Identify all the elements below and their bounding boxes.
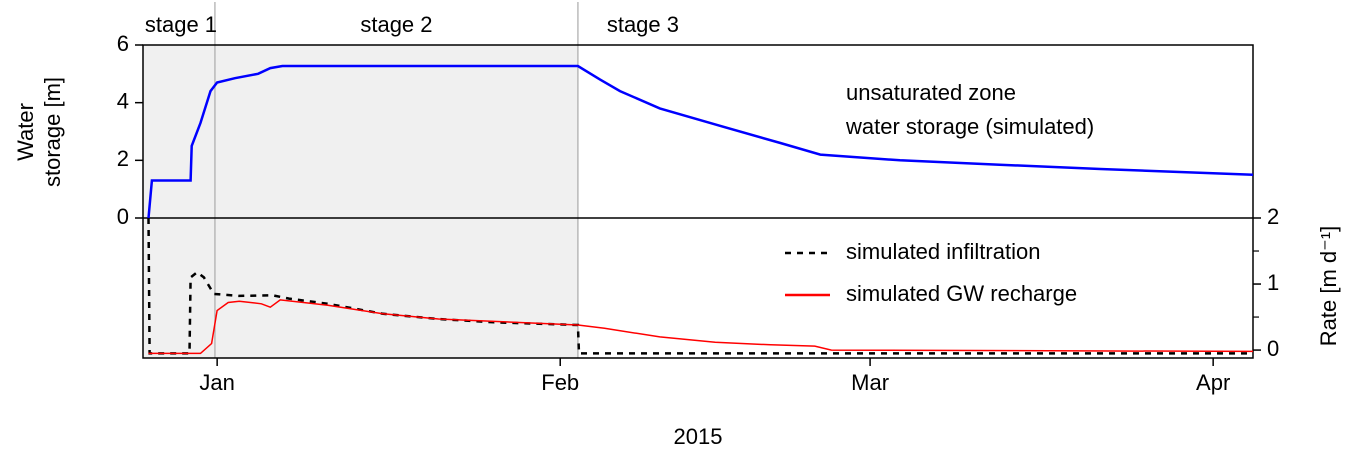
y-axis-label-line: storage [m]	[40, 77, 65, 187]
stage-label: stage 1	[145, 12, 217, 37]
y-tick-label: 0	[117, 204, 129, 229]
stage-label: stage 3	[607, 12, 679, 37]
y-axis-label: Waterstorage [m]	[13, 77, 65, 187]
y2-axis-label: Rate [m d⁻¹]	[1316, 226, 1341, 346]
x-tick-label: Jan	[199, 370, 234, 395]
y-tick-label: 2	[117, 146, 129, 171]
legend-label: simulated GW recharge	[846, 281, 1077, 306]
stage-label: stage 2	[360, 12, 432, 37]
x-axis-label: 2015	[674, 424, 723, 449]
y-axis-label-line: Water	[13, 103, 38, 161]
y-tick-label: 6	[117, 31, 129, 56]
y2-tick-label: 2	[1267, 204, 1279, 229]
y2-tick-label: 1	[1267, 270, 1279, 295]
y-tick-label: 4	[117, 88, 129, 113]
x-tick-label: Apr	[1196, 370, 1230, 395]
stage-shade	[143, 45, 578, 358]
y2-tick-label: 0	[1267, 336, 1279, 361]
series-label: unsaturated zone	[846, 80, 1016, 105]
series-line	[147, 64, 1254, 219]
series-label: water storage (simulated)	[845, 114, 1094, 139]
x-tick-label: Feb	[541, 370, 579, 395]
series-line	[148, 299, 1254, 355]
plot-frame	[142, 44, 1254, 359]
legend-label: simulated infiltration	[846, 239, 1040, 264]
x-tick-label: Mar	[851, 370, 889, 395]
